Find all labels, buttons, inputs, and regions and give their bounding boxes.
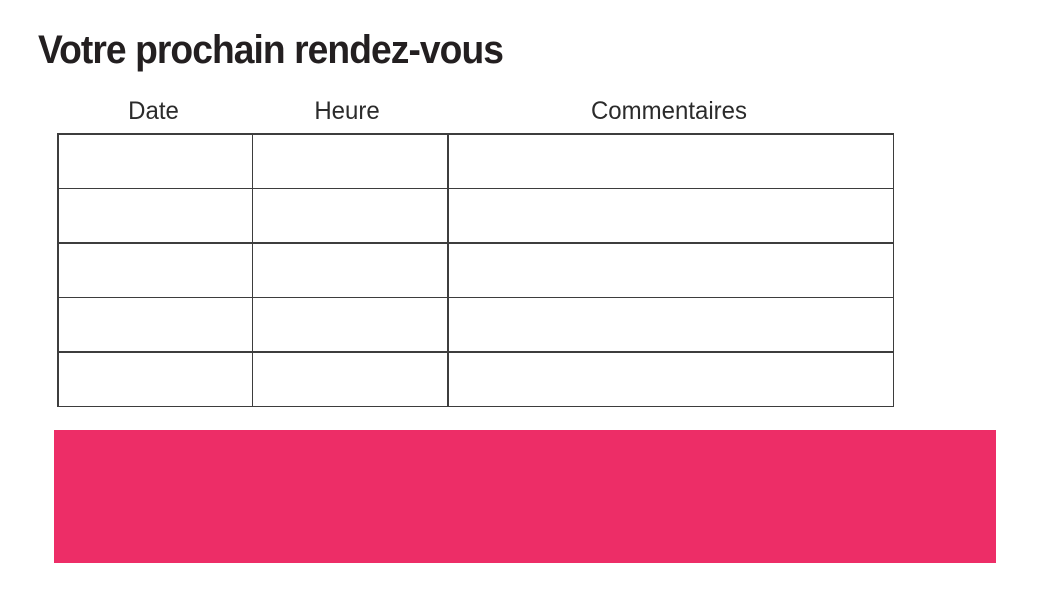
table-cell — [448, 134, 893, 188]
table-cell — [58, 298, 252, 351]
table-cell — [58, 352, 252, 406]
table-cell — [448, 352, 893, 406]
table-cell — [253, 243, 447, 297]
table-cell — [253, 134, 447, 188]
page-title: Votre prochain rendez-vous — [38, 28, 504, 72]
table-cell — [253, 189, 447, 242]
table-cell — [448, 189, 893, 242]
table-header-row: Date Heure Commentaires — [57, 94, 894, 128]
table-cell — [253, 352, 447, 406]
table-cell — [448, 298, 893, 351]
table-cell — [253, 298, 447, 351]
table-cell — [58, 134, 252, 188]
column-header-commentaires: Commentaires — [590, 96, 748, 125]
column-header-date: Date — [128, 96, 179, 125]
table-cell — [448, 243, 893, 297]
column-header-heure: Heure — [314, 96, 380, 125]
highlight-banner — [54, 430, 996, 563]
table-cell — [58, 189, 252, 242]
table-cell — [58, 243, 252, 297]
appointment-table — [57, 133, 894, 407]
